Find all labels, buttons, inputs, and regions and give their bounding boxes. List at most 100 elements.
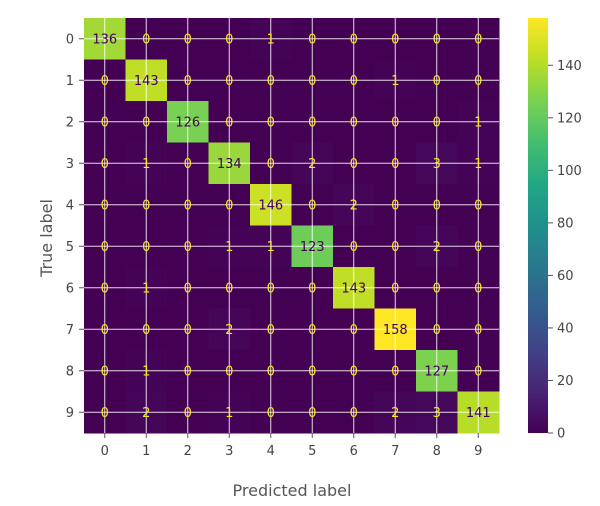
x-tick-label: 0: [101, 444, 109, 459]
cell-value-label: 0: [101, 406, 109, 421]
y-tick-label: 7: [66, 323, 74, 338]
cell-value-label: 3: [433, 157, 441, 172]
cell-value-label: 1: [474, 115, 482, 130]
cell-value-label: 1: [225, 240, 233, 255]
colorbar-tick-label: 120: [557, 111, 582, 126]
cell-value-label: 0: [308, 198, 316, 213]
cell-value-label: 0: [267, 115, 275, 130]
cell-value-label: 1: [225, 406, 233, 421]
cell-value-label: 1: [391, 74, 399, 89]
cell-value-label: 1: [267, 240, 275, 255]
cell-value-label: 2: [391, 406, 399, 421]
colorbar-tick-label: 140: [557, 59, 582, 74]
cell-value-label: 0: [225, 281, 233, 296]
colorbar-tick-label: 40: [557, 321, 574, 336]
cell-value-label: 0: [184, 281, 192, 296]
cell-value-label: 0: [142, 32, 150, 47]
cell-value-label: 0: [308, 281, 316, 296]
cell-value-label: 1: [267, 32, 275, 47]
cell-value-label: 1: [474, 157, 482, 172]
cell-value-label: 0: [184, 364, 192, 379]
x-tick-label: 3: [225, 444, 233, 459]
cell-value-label: 2: [142, 406, 150, 421]
cell-value-label: 0: [225, 32, 233, 47]
cell-value-label: 0: [350, 240, 358, 255]
y-axis-ticks: 0 1 2 3 4 5 6 7 8 9: [66, 32, 84, 421]
cell-value-label: 126: [175, 115, 200, 130]
cell-value-label: 136: [92, 32, 117, 47]
cell-value-label: 1: [142, 364, 150, 379]
cell-value-label: 141: [466, 406, 491, 421]
cell-value-label: 0: [184, 323, 192, 338]
x-tick-label: 9: [474, 444, 482, 459]
y-tick-label: 6: [66, 281, 74, 296]
colorbar-gradient: [528, 18, 548, 433]
cell-value-label: 0: [308, 115, 316, 130]
cell-value-label: 143: [134, 74, 159, 89]
cell-value-label: 0: [308, 406, 316, 421]
y-tick-label: 5: [66, 240, 74, 255]
cell-value-label: 0: [474, 74, 482, 89]
cell-value-label: 0: [142, 240, 150, 255]
cell-value-label: 0: [142, 198, 150, 213]
cell-value-label: 143: [341, 281, 366, 296]
cell-value-label: 0: [391, 364, 399, 379]
cell-value-label: 146: [258, 198, 283, 213]
x-tick-label: 2: [184, 444, 192, 459]
colorbar-ticks: 0 20 40 60 80 100 120 140: [548, 59, 582, 442]
x-tick-label: 6: [350, 444, 358, 459]
cell-value-label: 0: [184, 157, 192, 172]
x-tick-label: 7: [391, 444, 399, 459]
cell-value-label: 0: [142, 115, 150, 130]
colorbar-tick-label: 80: [557, 216, 574, 231]
cell-value-label: 0: [433, 115, 441, 130]
cell-value-label: 0: [433, 198, 441, 213]
cell-value-label: 0: [391, 281, 399, 296]
cell-labels: 136 0 0 0 1 0 0 0 0 0 0 143 0 0 0 0 0 1 0 0 0 0 126 0 0 0 0 0 0 1 0 1 0 1…: [92, 32, 490, 421]
cell-value-label: 0: [101, 74, 109, 89]
cell-value-label: 0: [225, 74, 233, 89]
cell-value-label: 0: [433, 74, 441, 89]
cell-value-label: 2: [350, 198, 358, 213]
cell-value-label: 0: [184, 198, 192, 213]
cell-value-label: 0: [474, 364, 482, 379]
cell-value-label: 0: [184, 240, 192, 255]
cell-value-label: 0: [433, 32, 441, 47]
y-tick-label: 9: [66, 406, 74, 421]
cell-value-label: 0: [474, 32, 482, 47]
cell-value-label: 0: [474, 323, 482, 338]
cell-value-label: 0: [267, 157, 275, 172]
cell-value-label: 0: [184, 406, 192, 421]
cell-value-label: 2: [433, 240, 441, 255]
y-tick-label: 2: [66, 115, 74, 130]
x-tick-label: 8: [433, 444, 441, 459]
y-tick-label: 3: [66, 157, 74, 172]
cell-value-label: 2: [225, 323, 233, 338]
cell-value-label: 0: [101, 364, 109, 379]
cell-value-label: 0: [350, 406, 358, 421]
cell-value-label: 0: [308, 323, 316, 338]
y-axis-label: True label: [37, 199, 56, 278]
cell-value-label: 0: [225, 198, 233, 213]
y-tick-label: 0: [66, 32, 74, 47]
cell-value-label: 0: [184, 74, 192, 89]
cell-value-label: 0: [267, 323, 275, 338]
cell-value-label: 0: [101, 198, 109, 213]
cell-value-label: 0: [308, 74, 316, 89]
cell-value-label: 0: [308, 32, 316, 47]
cell-value-label: 0: [267, 74, 275, 89]
cell-value-label: 0: [308, 364, 316, 379]
cell-value-label: 0: [350, 32, 358, 47]
cell-value-label: 0: [101, 323, 109, 338]
cell-value-label: 0: [142, 323, 150, 338]
cell-value-label: 1: [142, 157, 150, 172]
cell-value-label: 3: [433, 406, 441, 421]
cell-value-label: 0: [267, 281, 275, 296]
cell-value-label: 1: [142, 281, 150, 296]
cell-value-label: 0: [391, 240, 399, 255]
cell-value-label: 0: [391, 115, 399, 130]
cell-value-label: 158: [383, 323, 408, 338]
cell-value-label: 0: [391, 157, 399, 172]
cell-value-label: 0: [267, 364, 275, 379]
